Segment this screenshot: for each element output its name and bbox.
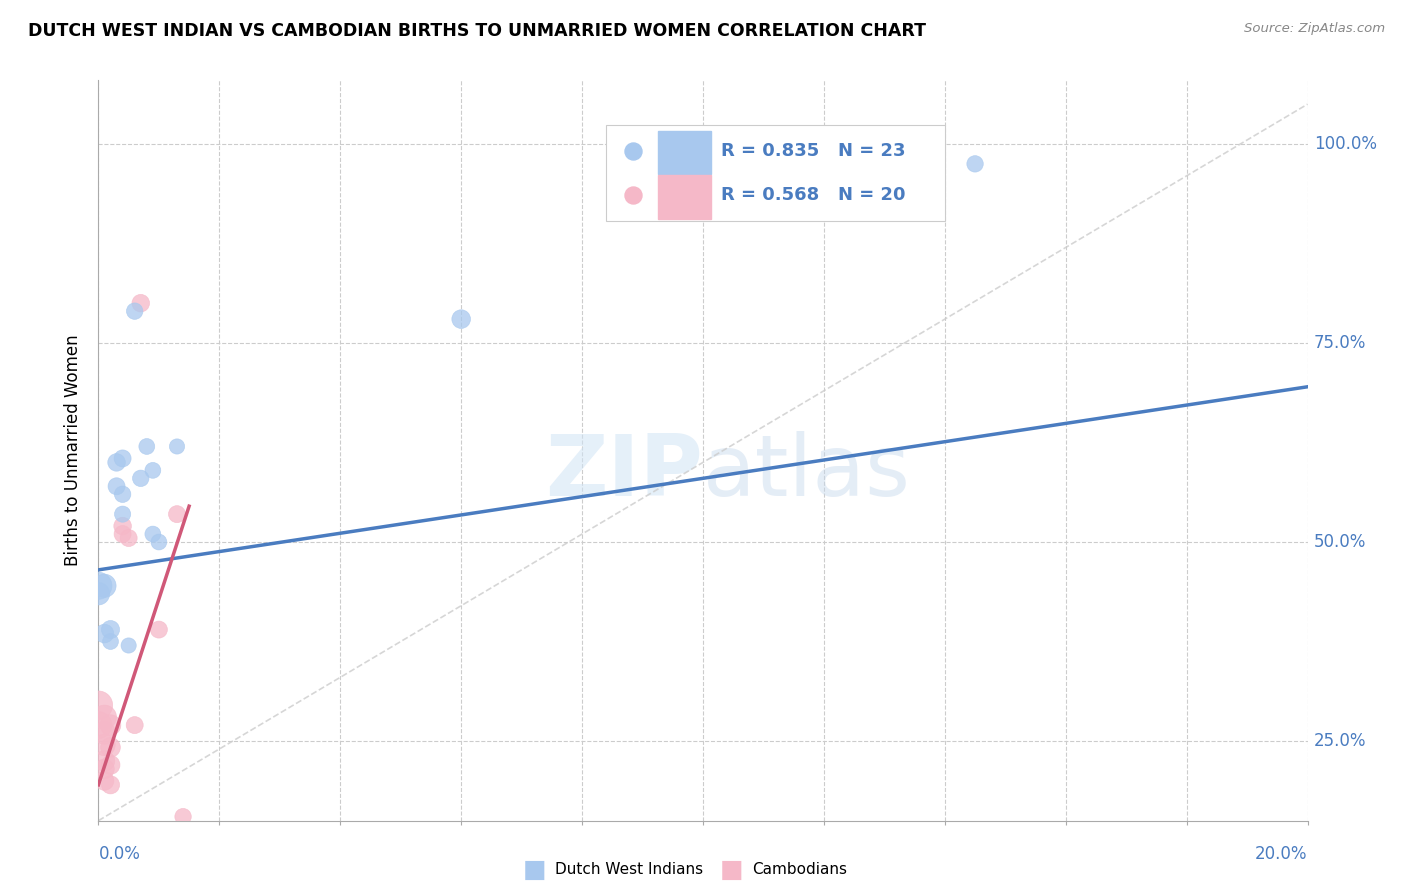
Point <box>87 718 110 732</box>
Text: R = 0.568   N = 20: R = 0.568 N = 20 <box>721 186 905 204</box>
Point <box>111 487 134 501</box>
Point <box>135 440 157 454</box>
Point <box>142 527 165 541</box>
Point <box>148 535 170 549</box>
Point <box>87 579 110 593</box>
Text: ■: ■ <box>523 858 546 881</box>
Point <box>111 451 134 466</box>
Text: ■: ■ <box>720 858 742 881</box>
FancyBboxPatch shape <box>606 125 945 221</box>
Point <box>965 157 987 171</box>
Point <box>124 718 146 732</box>
Point <box>100 740 122 755</box>
Point <box>129 296 152 310</box>
Point <box>166 507 188 521</box>
Point <box>100 758 122 772</box>
Text: 0.0%: 0.0% <box>98 845 141 863</box>
Point <box>129 471 152 485</box>
Point <box>105 455 128 469</box>
Point <box>124 304 146 318</box>
Point <box>87 698 110 713</box>
Point <box>118 531 141 545</box>
Point <box>148 623 170 637</box>
Text: ZIP: ZIP <box>546 431 703 514</box>
Text: 100.0%: 100.0% <box>1313 135 1376 153</box>
FancyBboxPatch shape <box>658 130 711 174</box>
Point <box>93 738 115 752</box>
Text: 75.0%: 75.0% <box>1313 334 1367 352</box>
Point <box>93 579 115 593</box>
Point <box>100 718 122 732</box>
Point <box>93 710 115 724</box>
Point <box>752 161 775 175</box>
Y-axis label: Births to Unmarried Women: Births to Unmarried Women <box>65 334 83 566</box>
Point <box>105 479 128 493</box>
Point <box>87 587 110 601</box>
FancyBboxPatch shape <box>658 175 711 219</box>
Point <box>93 754 115 768</box>
Point <box>93 726 115 740</box>
Point <box>100 634 122 648</box>
Text: 20.0%: 20.0% <box>1256 845 1308 863</box>
Text: 25.0%: 25.0% <box>1313 732 1367 750</box>
Point <box>118 639 141 653</box>
Text: Cambodians: Cambodians <box>752 863 848 877</box>
Point <box>631 173 654 187</box>
Text: Source: ZipAtlas.com: Source: ZipAtlas.com <box>1244 22 1385 36</box>
Point <box>100 778 122 792</box>
Text: 50.0%: 50.0% <box>1313 533 1367 551</box>
Point <box>93 773 115 788</box>
Point <box>111 527 134 541</box>
Text: Dutch West Indians: Dutch West Indians <box>555 863 703 877</box>
Point <box>172 810 194 824</box>
Point <box>450 312 472 326</box>
Text: R = 0.835   N = 23: R = 0.835 N = 23 <box>721 142 905 160</box>
Point <box>142 463 165 477</box>
Point <box>166 440 188 454</box>
Point <box>111 519 134 533</box>
Point <box>111 507 134 521</box>
Text: atlas: atlas <box>703 431 911 514</box>
Point <box>93 626 115 640</box>
Point <box>93 762 115 776</box>
Point <box>100 623 122 637</box>
Text: DUTCH WEST INDIAN VS CAMBODIAN BIRTHS TO UNMARRIED WOMEN CORRELATION CHART: DUTCH WEST INDIAN VS CAMBODIAN BIRTHS TO… <box>28 22 927 40</box>
